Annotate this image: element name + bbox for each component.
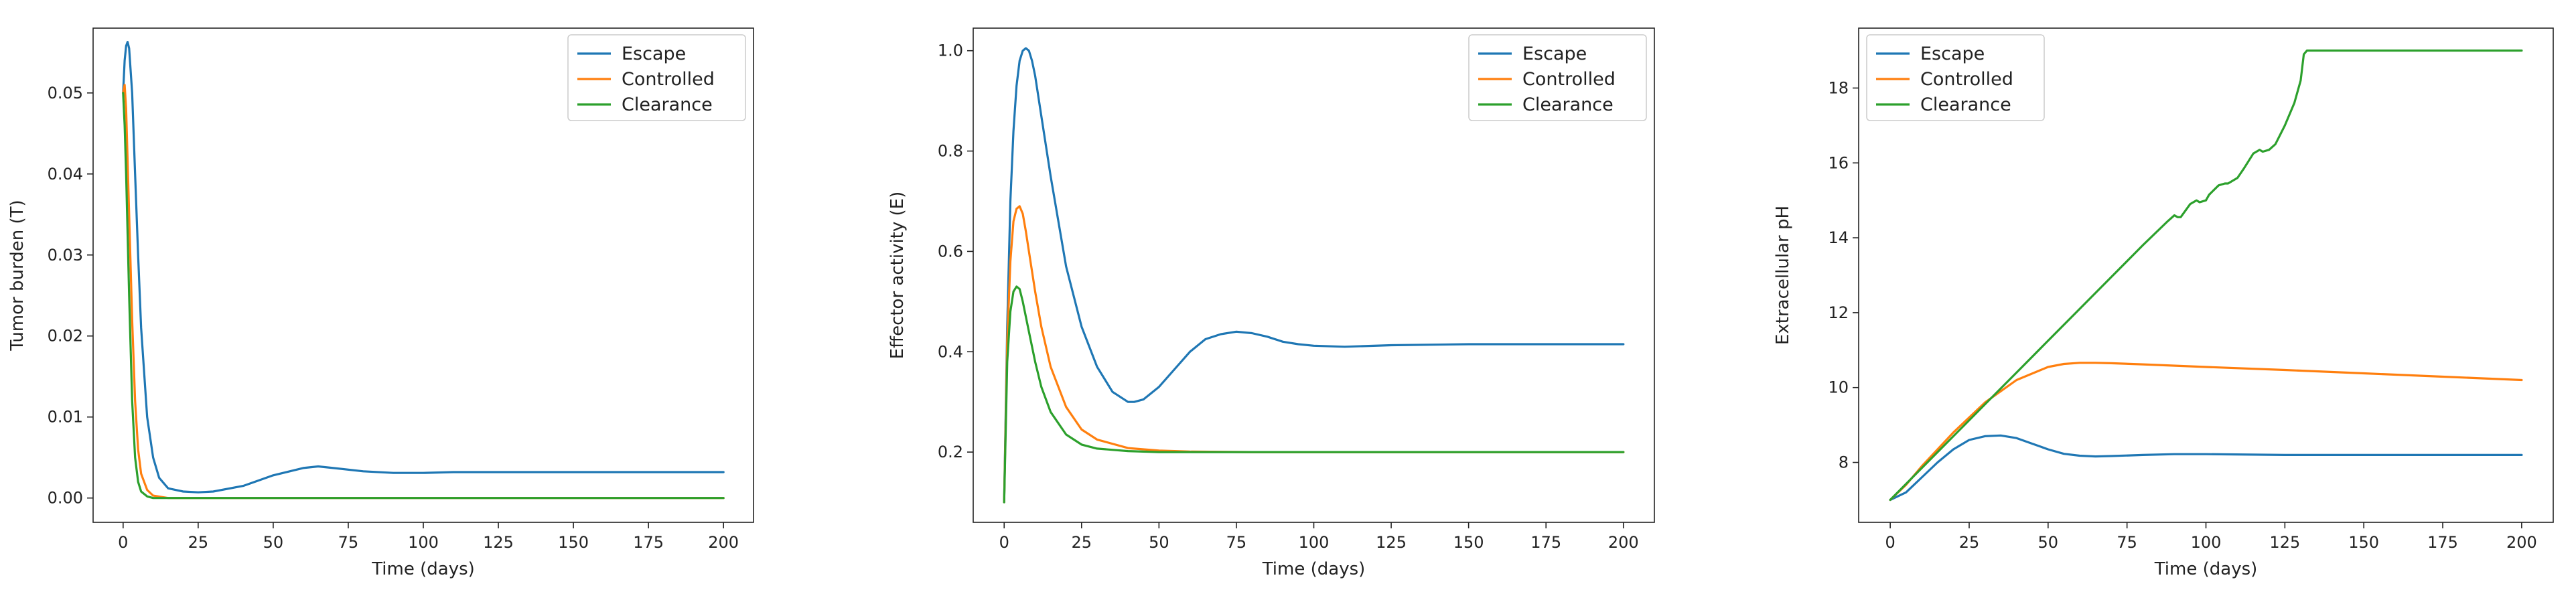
x-tick-label: 175 [633,533,664,552]
y-tick-label: 8 [1839,453,1849,472]
x-tick-label: 50 [263,533,284,552]
x-tick-label: 0 [118,533,128,552]
y-tick-label: 10 [1828,378,1849,397]
tumor-burden-panel: 0 25 50 75 100 125 150 175 200 0.00 0.01 0.02 0.03 0.… [7,27,754,579]
series-line-controlled [1889,362,2523,502]
x-tick-label: 75 [1226,533,1247,552]
legend-label-controlled: Controlled [1522,69,1616,90]
x-axis-label: Time (days) [2154,559,2258,579]
series-line-escape [122,41,725,494]
y-axis-label: Tumor burden (T) [7,200,27,351]
legend-label-clearance: Clearance [1522,94,1614,115]
x-tick-label: 50 [1149,533,1169,552]
legend-label-escape: Escape [1522,44,1587,64]
x-tick-label: 200 [708,533,739,552]
x-tick-label: 125 [1376,533,1407,552]
x-tick-label: 0 [1885,533,1895,552]
x-tick-label: 150 [558,533,589,552]
series-line-controlled [1003,205,1625,504]
x-tick-label: 100 [408,533,439,552]
y-tick-label: 16 [1828,153,1849,172]
effector-activity-panel: 0 25 50 75 100 125 150 175 200 0.2 0.4 0.6 0.8 1.0 Tim… [887,27,1655,579]
y-axis-label: Extracellular pH [1773,206,1793,345]
x-tick-label: 150 [2348,533,2379,552]
y-tick-label: 0.05 [48,84,83,102]
x-axis-label: Time (days) [1262,559,1366,579]
legend-label-controlled: Controlled [1920,69,2013,90]
y-axis-label: Effector activity (E) [887,192,908,360]
x-tick-label: 75 [2117,533,2137,552]
y-tick-label: 0.01 [48,408,83,427]
y-tick-label: 0.2 [938,443,963,461]
x-tick-label: 175 [1530,533,1561,552]
x-tick-label: 75 [338,533,359,552]
series-line-escape [1003,47,1625,504]
x-tick-label: 25 [1959,533,1980,552]
x-tick-label: 0 [999,533,1009,552]
y-tick-label: 0.04 [48,165,83,183]
y-tick-label: 14 [1828,228,1849,247]
x-tick-label: 125 [2269,533,2300,552]
series-line-escape [1889,434,2523,502]
legend-box [1866,34,2045,121]
legend-box [567,34,746,121]
legend: Escape Controlled Clearance [1468,34,1647,121]
legend-box [1468,34,1647,121]
series-line-clearance [1003,285,1625,504]
y-tick-label: 0.02 [48,327,83,346]
y-tick-label: 12 [1828,303,1849,322]
y-tick-label: 0.6 [938,242,963,260]
series-line-clearance [122,92,725,500]
x-tick-label: 125 [483,533,514,552]
legend: Escape Controlled Clearance [567,34,746,121]
y-tick-label: 18 [1828,78,1849,97]
extracellular-ph-panel: 0 25 50 75 100 125 150 175 200 8 10 12 14 16 18 Time (d… [1773,27,2554,579]
series-line-clearance [1889,49,2523,502]
legend: Escape Controlled Clearance [1866,34,2045,121]
y-tick-label: 0.03 [48,246,83,265]
legend-label-escape: Escape [622,44,686,64]
x-tick-label: 200 [2506,533,2537,552]
series-line-controlled [122,84,725,500]
x-tick-label: 50 [2038,533,2059,552]
x-tick-label: 150 [1453,533,1484,552]
x-tick-label: 25 [1072,533,1092,552]
legend-label-clearance: Clearance [1920,94,2011,115]
x-tick-label: 200 [1608,533,1639,552]
x-tick-label: 175 [2427,533,2458,552]
legend-label-controlled: Controlled [622,69,715,90]
y-tick-label: 0.4 [938,342,963,361]
x-tick-label: 25 [188,533,209,552]
legend-label-clearance: Clearance [622,94,713,115]
x-tick-label: 100 [1299,533,1330,552]
x-axis-label: Time (days) [371,559,475,579]
legend-label-escape: Escape [1920,44,1985,64]
y-tick-label: 0.8 [938,142,963,161]
x-tick-label: 100 [2191,533,2222,552]
y-tick-label: 0.00 [48,489,83,508]
y-tick-label: 1.0 [938,42,963,60]
